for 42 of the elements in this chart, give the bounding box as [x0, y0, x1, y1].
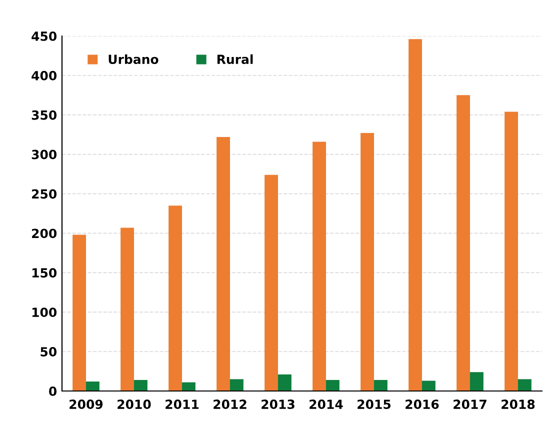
bar — [326, 380, 340, 391]
bar — [72, 234, 86, 391]
x-tick-label: 2018 — [502, 400, 535, 410]
bar — [230, 379, 244, 391]
x-tick-label: 2011 — [166, 400, 199, 410]
bar — [374, 380, 388, 391]
y-tick-label: 450 — [32, 31, 57, 41]
x-tick-label: 2015 — [358, 400, 391, 410]
y-tick-label: 50 — [40, 347, 57, 356]
bar — [408, 39, 422, 391]
bar — [504, 112, 518, 391]
y-tick-label: 400 — [32, 70, 57, 80]
x-tick-label: 2012 — [214, 400, 246, 410]
bar — [168, 206, 182, 391]
legend-label: Urbano — [108, 54, 158, 64]
x-tick-label: 2009 — [70, 400, 103, 410]
x-tick-label: 2017 — [454, 400, 486, 410]
y-tick-label: 200 — [32, 228, 57, 238]
bar — [134, 380, 148, 391]
y-tick-label: 100 — [32, 308, 57, 318]
bar — [456, 95, 470, 391]
bar — [422, 380, 436, 391]
y-tick-label: 350 — [32, 110, 57, 120]
bar — [86, 382, 100, 391]
bar — [360, 133, 374, 391]
bar — [518, 379, 532, 391]
bar — [216, 136, 230, 391]
y-tick-label: 250 — [32, 189, 57, 199]
bar — [278, 374, 292, 391]
bar — [120, 228, 134, 391]
x-tick-label: 2013 — [262, 400, 294, 410]
bar — [312, 142, 326, 391]
x-tick-label: 2010 — [118, 400, 151, 410]
x-tick-label: 2016 — [406, 400, 439, 410]
bar — [264, 174, 278, 391]
y-tick-label: 150 — [32, 268, 57, 278]
y-tick-label: 300 — [32, 150, 57, 160]
bar — [182, 382, 196, 391]
x-tick-label: 2014 — [310, 400, 343, 410]
bar — [470, 372, 484, 391]
y-tick-label: 0 — [49, 386, 57, 396]
legend-label: Rural — [217, 54, 253, 64]
